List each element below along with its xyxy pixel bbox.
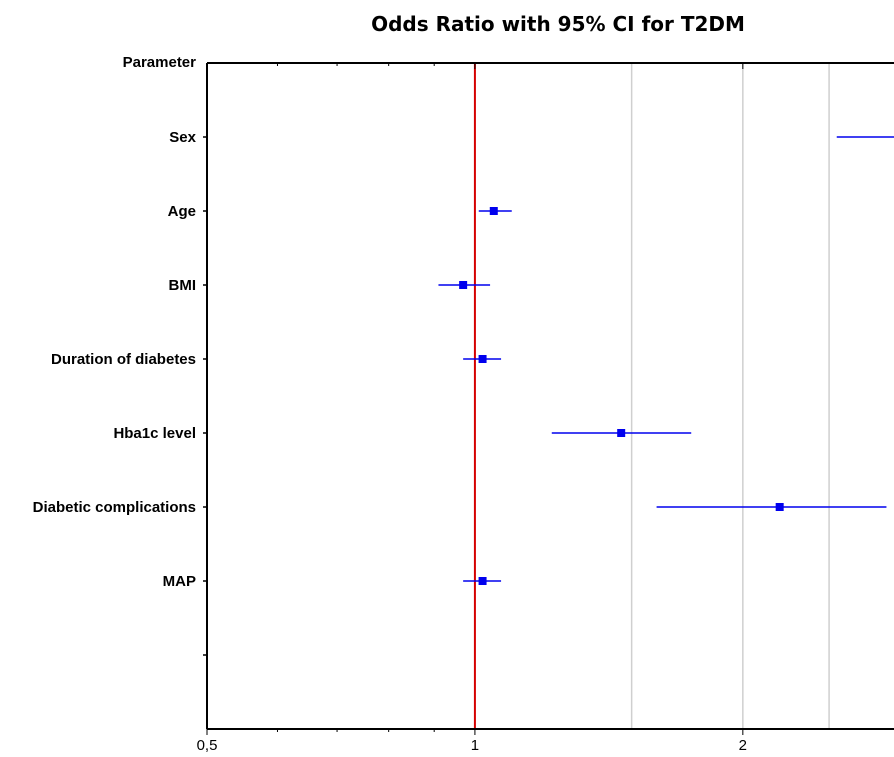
chart-title: Odds Ratio with 95% CI for T2DM: [371, 12, 745, 36]
parameter-label: MAP: [163, 573, 196, 590]
odds-ratio-marker: [478, 577, 487, 585]
odds-ratio-marker: [478, 355, 487, 363]
odds-ratio-marker: [459, 281, 468, 289]
parameter-label: Duration of diabetes: [51, 351, 196, 368]
parameter-label: Hba1c level: [113, 425, 196, 442]
parameter-label: BMI: [169, 277, 197, 294]
odds-ratio-marker: [775, 503, 784, 511]
parameter-label: Sex: [169, 129, 196, 146]
odds-ratio-marker: [617, 429, 626, 437]
parameter-label: Age: [168, 203, 196, 220]
odds-ratio-marker: [489, 207, 498, 215]
x-tick-label: 0,5: [197, 737, 218, 754]
parameter-rows: Sex Age BMI Duration of diabetes Hba1c level…: [33, 129, 894, 590]
x-tick-label: 2: [739, 737, 747, 754]
parameter-label: Diabetic complications: [33, 499, 196, 516]
plot-frame: [203, 62, 894, 735]
gridlines: [630, 63, 830, 729]
x-tick-label: 1: [471, 737, 479, 754]
x-axis: 0,5125: [197, 737, 747, 754]
row-header-label: Parameter: [123, 54, 197, 71]
